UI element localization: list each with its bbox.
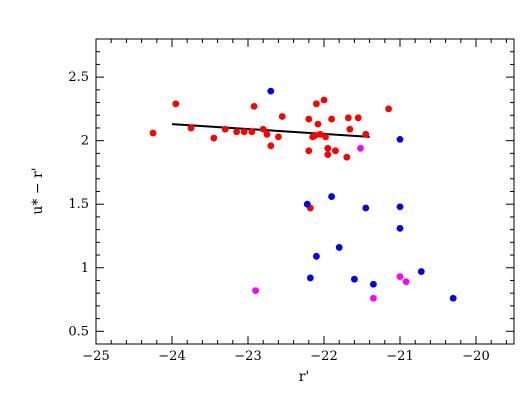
y-tick-label: 2.5 [68, 70, 89, 85]
data-point [346, 125, 354, 133]
data-point [362, 130, 370, 138]
data-point [240, 128, 248, 136]
data-point [221, 125, 229, 133]
data-point [172, 100, 180, 108]
x-tick-label: −21 [386, 349, 413, 364]
y-tick-label: 2 [81, 134, 89, 149]
fit-line [171, 123, 370, 138]
data-point [324, 144, 332, 152]
data-point [396, 203, 404, 211]
fit-line-group [171, 123, 370, 138]
data-point [259, 125, 267, 133]
data-points [149, 87, 457, 302]
x-axis-title: r' [299, 369, 310, 385]
data-point [328, 115, 335, 123]
x-tick-label: −20 [462, 349, 489, 364]
data-point [314, 120, 322, 128]
data-point [396, 135, 404, 143]
data-point [149, 129, 157, 137]
data-point [267, 87, 275, 95]
data-point [324, 151, 332, 159]
y-tick-label: 0.5 [68, 324, 89, 339]
x-tick-label: −22 [310, 349, 337, 364]
data-point [311, 132, 319, 139]
data-point [263, 130, 271, 138]
data-point [267, 142, 275, 150]
data-point [303, 200, 311, 208]
data-point [351, 275, 358, 283]
x-tick-label: −25 [82, 349, 109, 364]
data-point [385, 105, 392, 113]
data-point [316, 130, 324, 138]
data-point [187, 124, 195, 132]
data-point [328, 193, 335, 200]
data-point [320, 96, 328, 104]
data-point [248, 128, 256, 136]
data-point [343, 153, 351, 161]
data-point [313, 100, 320, 108]
data-point [335, 244, 343, 251]
data-point [275, 133, 282, 141]
x-tick-label: −24 [158, 349, 185, 364]
data-point [305, 147, 313, 155]
data-point [357, 144, 364, 152]
data-point [250, 102, 258, 110]
data-point [210, 134, 218, 142]
y-axis-title: u* − r' [30, 167, 46, 214]
data-point [252, 287, 259, 295]
data-point [417, 268, 425, 275]
data-point [313, 252, 320, 260]
data-point [449, 294, 457, 302]
data-point [322, 133, 329, 141]
data-point [370, 294, 377, 302]
y-tick-label: 1 [81, 261, 89, 276]
data-point [305, 115, 313, 123]
data-point [306, 274, 314, 282]
data-point [396, 224, 404, 232]
data-point [396, 273, 404, 281]
data-point [344, 114, 352, 122]
data-point [233, 128, 241, 136]
data-point [362, 204, 370, 212]
tick-labels: −25 −24 −23 −22 −21 −20 0.5 1 1.5 2 2.5 [68, 70, 489, 364]
x-tick-label: −23 [234, 349, 261, 364]
data-point [354, 114, 362, 122]
y-tick-label: 1.5 [68, 197, 89, 212]
data-point [278, 113, 286, 120]
data-point [370, 280, 377, 288]
data-point [402, 278, 410, 286]
data-point [332, 147, 339, 155]
axis-ticks [95, 38, 514, 345]
